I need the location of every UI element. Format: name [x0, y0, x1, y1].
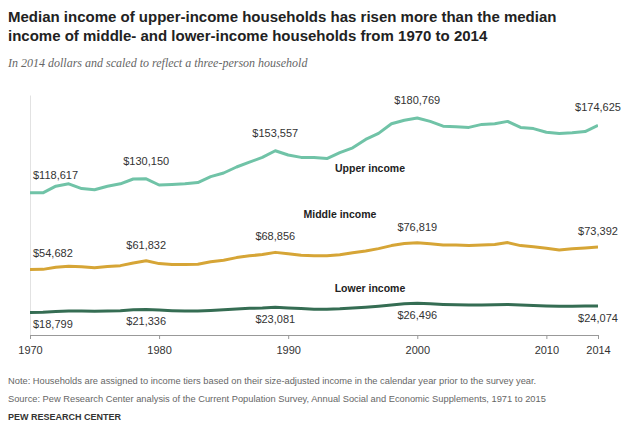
- background: [0, 0, 640, 445]
- data-label: $24,074: [578, 312, 618, 324]
- data-label: $26,496: [397, 309, 437, 321]
- x-tick: 1980: [147, 335, 171, 356]
- x-tick: 1970: [18, 335, 42, 356]
- x-tick-label: 2014: [586, 344, 610, 356]
- series-line: [30, 303, 598, 312]
- data-label: $23,081: [255, 313, 295, 325]
- x-tick-mark: [598, 335, 599, 339]
- x-tick: 2014: [586, 335, 610, 356]
- data-label: $68,856: [255, 230, 295, 242]
- x-tick-label: 1990: [276, 344, 300, 356]
- credit: PEW RESEARCH CENTER: [8, 412, 122, 422]
- series-label: Middle income: [304, 208, 377, 220]
- x-tick-label: 2000: [406, 344, 430, 356]
- series-label: Lower income: [335, 282, 406, 294]
- x-tick-mark: [546, 335, 547, 339]
- x-tick: 2010: [535, 335, 559, 356]
- x-tick: 2000: [406, 335, 430, 356]
- data-label: $180,769: [394, 94, 440, 106]
- data-labels: $118,617 $130,150 $153,557 $180,769 $174,625…: [33, 94, 621, 330]
- x-tick-mark: [417, 335, 418, 339]
- data-label: $118,617: [33, 169, 78, 181]
- series-label: Upper income: [335, 162, 405, 174]
- x-axis-line: [31, 336, 599, 340]
- series-line: [30, 118, 598, 193]
- data-label: $76,819: [397, 221, 437, 233]
- x-tick-label: 2010: [535, 344, 559, 356]
- data-label: $61,832: [126, 239, 166, 251]
- data-label: $18,799: [33, 318, 73, 330]
- y-axis-line: [30, 96, 31, 336]
- source: Source: Pew Research Center analysis of …: [8, 394, 546, 404]
- x-tick-label: 1970: [18, 344, 42, 356]
- x-tick-mark: [159, 335, 160, 339]
- note: Note: Households are assigned to income …: [8, 376, 536, 386]
- data-label: $153,557: [252, 127, 298, 139]
- title: Median income of upper-income households…: [8, 8, 556, 44]
- x-tick: 1990: [276, 335, 300, 356]
- subtitle: In 2014 dollars and scaled to reflect a …: [7, 56, 308, 70]
- x-tick-mark: [30, 335, 31, 339]
- data-label: $130,150: [123, 155, 169, 167]
- data-label: $174,625: [575, 101, 621, 113]
- y-axis: [30, 96, 31, 336]
- series-line: [30, 243, 598, 270]
- x-tick-mark: [288, 335, 289, 339]
- chart: Median income of upper-income households…: [0, 0, 640, 445]
- data-label: $73,392: [578, 225, 618, 237]
- lines: [30, 118, 598, 312]
- data-label: $21,336: [126, 315, 166, 327]
- x-tick-label: 1980: [147, 344, 171, 356]
- x-axis: 1970 1980 1990 2000 2010 2014: [18, 335, 610, 356]
- data-label: $54,682: [33, 247, 73, 259]
